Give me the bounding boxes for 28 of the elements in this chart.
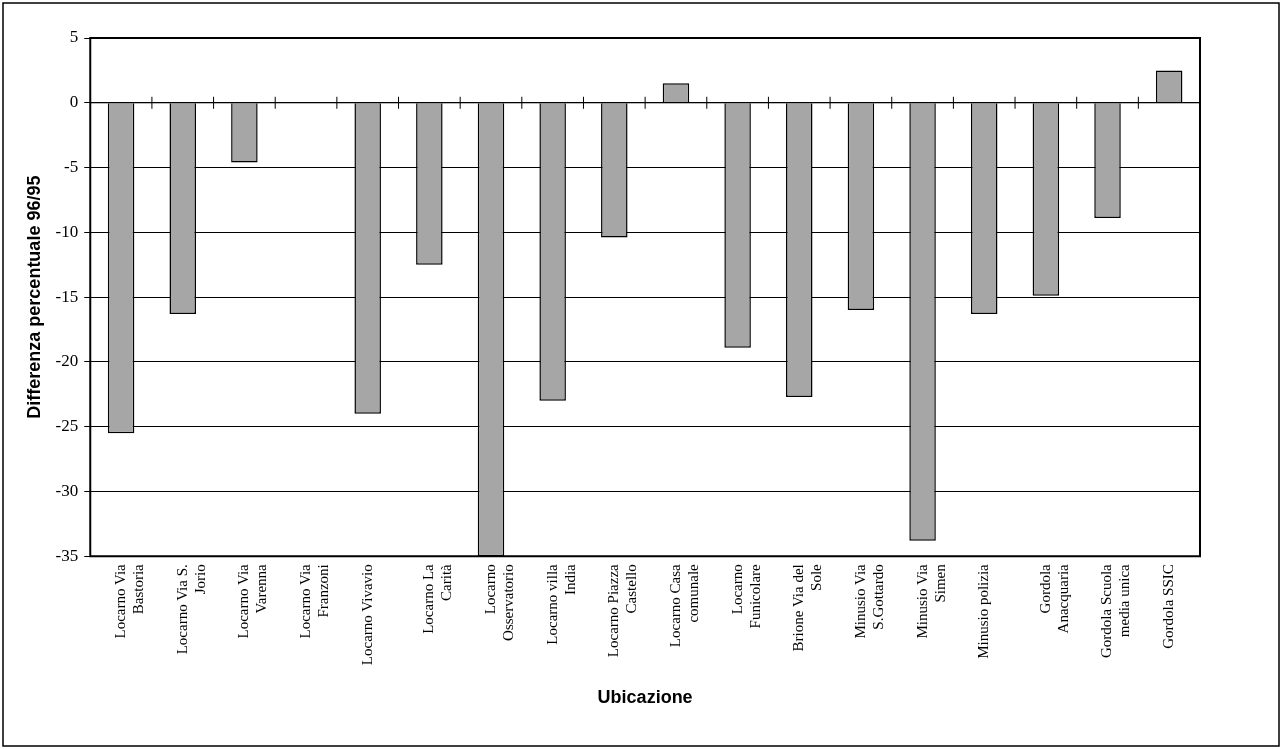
x-tick-label: Gordola Scuola media unica <box>1098 563 1133 658</box>
x-tick-label: Locarno villa India <box>543 563 578 645</box>
x-tick-label: Gordola SSIC <box>1160 564 1177 649</box>
x-tick-label: Locarno Via S. Jorio <box>173 564 208 655</box>
x-tick-label: Locarno Via Franzoni <box>296 563 331 639</box>
x-tick-label: Locarno La Carità <box>420 563 455 634</box>
y-axis-title: Differenza percentuale 96/95 <box>23 175 44 419</box>
y-tick-label: -30 <box>55 480 79 500</box>
x-tick-label: Locarno Vivavio <box>358 564 375 666</box>
x-axis-title: Ubicazione <box>597 687 693 708</box>
x-tick-label: Locarno Via Varenna <box>235 563 270 639</box>
x-tick-label: Minusio Via Simen <box>913 563 948 639</box>
y-tick-label: -20 <box>55 351 79 371</box>
y-tick-label: -10 <box>55 221 79 241</box>
x-tick-label: Locarno Via Bastoria <box>112 563 147 639</box>
x-tick-label: Minusio Via S.Gottardo <box>851 563 886 639</box>
x-tick-label: Brione Via del Sole <box>790 563 825 652</box>
y-tick-label: -25 <box>55 416 79 436</box>
x-tick-label: Locarno Piazza Castello <box>605 563 640 658</box>
y-tick-label: -5 <box>64 157 79 177</box>
y-tick-label: 5 <box>69 27 79 47</box>
x-tick-label: Minusio polizia <box>975 563 992 659</box>
y-tick-label: 0 <box>69 92 79 112</box>
x-tick-label: Locarno Casa comunale <box>666 563 701 648</box>
y-tick-label: -15 <box>55 286 79 306</box>
x-tick-label: Gordola Anacquaria <box>1036 563 1071 634</box>
x-tick-label: Locarno Osservatorio <box>481 564 516 641</box>
y-tick-label: -35 <box>55 545 79 565</box>
